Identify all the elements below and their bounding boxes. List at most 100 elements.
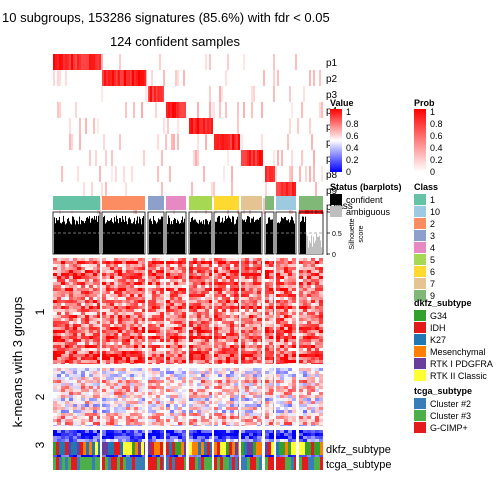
heatmap-cell [170, 413, 174, 416]
heatmap-cell [148, 339, 152, 342]
heatmap-cell [261, 433, 262, 436]
heatmap-cell [65, 264, 69, 267]
heatmap-cell [276, 419, 280, 422]
heatmap-cell [166, 413, 170, 416]
heatmap-cell [214, 368, 218, 371]
heatmap-cell [269, 291, 273, 294]
silhouette-bar [303, 216, 304, 254]
heatmap-cell [197, 360, 201, 363]
class-annotation-cell [53, 196, 100, 210]
silhouette-bar [184, 218, 185, 254]
heatmap-cell [110, 345, 114, 348]
heatmap-cell [57, 419, 61, 422]
heatmap-cell [234, 318, 238, 321]
heatmap-cell [156, 297, 160, 300]
heatmap-cell [182, 285, 186, 288]
heatmap-cell [315, 315, 319, 318]
heatmap-cell [122, 433, 126, 436]
heatmap-cell [114, 436, 118, 439]
heatmap-cell [148, 270, 152, 273]
dkfz-annotation-cell [71, 442, 74, 455]
heatmap-cell [273, 285, 274, 288]
heatmap-cell [197, 413, 201, 416]
heatmap-cell [209, 273, 212, 276]
heatmap-cell [226, 294, 230, 297]
heatmap-cell [292, 439, 296, 442]
heatmap-cell [178, 398, 182, 401]
heatmap-cell [89, 436, 93, 439]
heatmap-cell [130, 321, 134, 324]
heatmap-cell [118, 309, 122, 312]
heatmap-cell [126, 339, 130, 342]
heatmap-cell [126, 401, 130, 404]
heatmap-cell [53, 258, 57, 261]
heatmap-cell [122, 324, 126, 327]
heatmap-cell [114, 386, 118, 389]
heatmap-cell [57, 282, 61, 285]
heatmap-cell [160, 354, 164, 357]
heatmap-cell [65, 354, 69, 357]
heatmap-cell [170, 404, 174, 407]
heatmap-cell [97, 291, 100, 294]
heatmap-cell [81, 395, 85, 398]
membership-cell [97, 118, 99, 134]
heatmap-cell [69, 416, 73, 419]
heatmap-cell [61, 363, 65, 364]
heatmap-cell [130, 333, 134, 336]
membership-cell [63, 54, 65, 70]
heatmap-cell [69, 330, 73, 333]
heatmap-cell [122, 348, 126, 351]
heatmap-cell [93, 368, 97, 371]
heatmap-cell [134, 348, 138, 351]
heatmap-cell [61, 436, 65, 439]
heatmap-cell [253, 436, 257, 439]
heatmap-cell [292, 264, 296, 267]
silhouette-bar [76, 220, 77, 254]
membership-cell [309, 166, 311, 182]
heatmap-cell [114, 339, 118, 342]
heatmap-cell [106, 377, 110, 380]
heatmap-cell [57, 377, 61, 380]
heatmap-cell [292, 368, 296, 371]
membership-cell [197, 150, 199, 166]
heatmap-cell [238, 392, 239, 395]
silhouette-bar [288, 219, 289, 254]
heatmap-cell [142, 270, 145, 273]
heatmap-cell [102, 433, 106, 436]
heatmap-cell [253, 315, 257, 318]
heatmap-cell [61, 410, 65, 413]
heatmap-cell [53, 436, 57, 439]
heatmap-cell [189, 279, 193, 282]
heatmap-cell [209, 419, 212, 422]
heatmap-cell [85, 368, 89, 371]
heatmap-cell [269, 419, 273, 422]
heatmap-cell [73, 454, 77, 457]
heatmap-cell [166, 374, 170, 377]
heatmap-cell [73, 333, 77, 336]
heatmap-cell [118, 291, 122, 294]
membership-cell [65, 54, 67, 70]
heatmap-cell [102, 374, 106, 377]
silhouette-bar [314, 243, 315, 254]
heatmap-cell [288, 436, 292, 439]
heatmap-cell [152, 354, 156, 357]
heatmap-cell [311, 309, 315, 312]
heatmap-cell [106, 436, 110, 439]
heatmap-cell [178, 392, 182, 395]
heatmap-cell [114, 357, 118, 360]
heatmap-cell [311, 436, 315, 439]
heatmap-cell [222, 348, 226, 351]
heatmap-cell [73, 398, 77, 401]
heatmap-cell [77, 297, 81, 300]
heatmap-cell [134, 360, 138, 363]
heatmap-cell [65, 321, 69, 324]
heatmap-cell [230, 288, 234, 291]
heatmap-cell [284, 339, 288, 342]
heatmap-cell [245, 306, 249, 309]
heatmap-cell [69, 430, 73, 433]
heatmap-cell [261, 410, 262, 413]
heatmap-cell [280, 270, 284, 273]
dkfz-annotation-cell [123, 442, 126, 455]
heatmap-cell [284, 401, 288, 404]
heatmap-cell [273, 336, 274, 339]
